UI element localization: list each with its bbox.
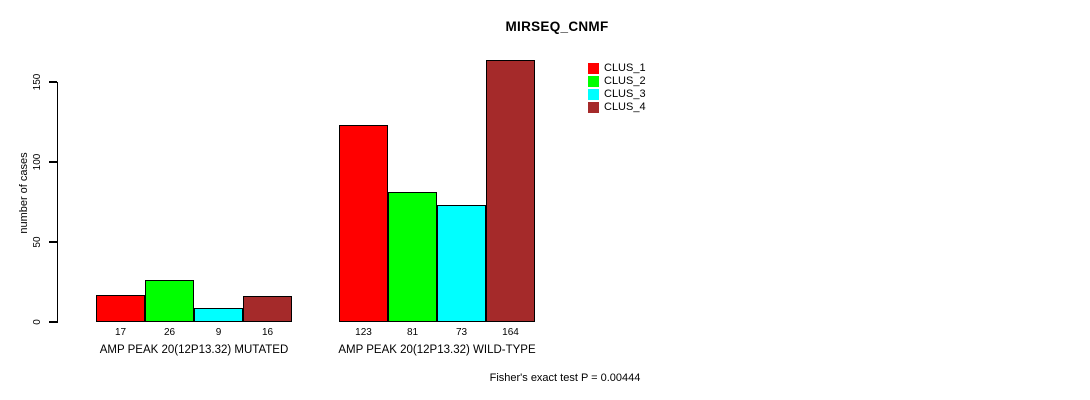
bar-value-label: 164	[502, 326, 519, 338]
legend-color-swatch	[588, 102, 599, 113]
bar-clus_1	[339, 125, 388, 322]
fisher-test-note: Fisher's exact test P = 0.00444	[489, 372, 641, 384]
x-category-label: AMP PEAK 20(12P13.32) MUTATED	[99, 344, 289, 356]
legend-item: CLUS_4	[588, 101, 678, 115]
bar-value-label: 123	[355, 326, 372, 338]
legend-color-swatch	[588, 63, 599, 74]
bar-value-label: 81	[406, 326, 419, 338]
bar-value-label: 16	[261, 326, 274, 338]
y-axis-line	[56, 82, 58, 323]
legend-item: CLUS_1	[588, 62, 678, 76]
bar-value-label: 9	[215, 326, 222, 338]
bar-clus_1	[96, 294, 145, 322]
legend-color-swatch	[588, 89, 599, 100]
bar-value-label: 73	[455, 326, 468, 338]
bar-clus_3	[194, 307, 243, 322]
legend-item: CLUS_3	[588, 88, 678, 102]
bar-clus_2	[145, 280, 194, 322]
legend-color-swatch	[588, 76, 599, 87]
bar-clus_2	[388, 192, 437, 322]
chart-title: MIRSEQ_CNMF	[505, 19, 609, 34]
legend-label: CLUS_4	[604, 101, 646, 113]
y-axis-tick	[48, 81, 57, 83]
legend-label: CLUS_3	[604, 88, 646, 100]
y-axis-tick	[48, 321, 57, 323]
bar-clus_4	[243, 296, 292, 322]
legend-item: CLUS_2	[588, 75, 678, 89]
y-axis-tick	[48, 161, 57, 163]
bar-value-label: 17	[114, 326, 127, 338]
x-category-label: AMP PEAK 20(12P13.32) WILD-TYPE	[338, 344, 536, 356]
legend-label: CLUS_1	[604, 62, 646, 74]
legend-label: CLUS_2	[604, 75, 646, 87]
y-axis-tick	[48, 241, 57, 243]
bar-clus_4	[486, 59, 535, 322]
bar-clus_3	[437, 205, 486, 322]
bar-value-label: 26	[163, 326, 176, 338]
